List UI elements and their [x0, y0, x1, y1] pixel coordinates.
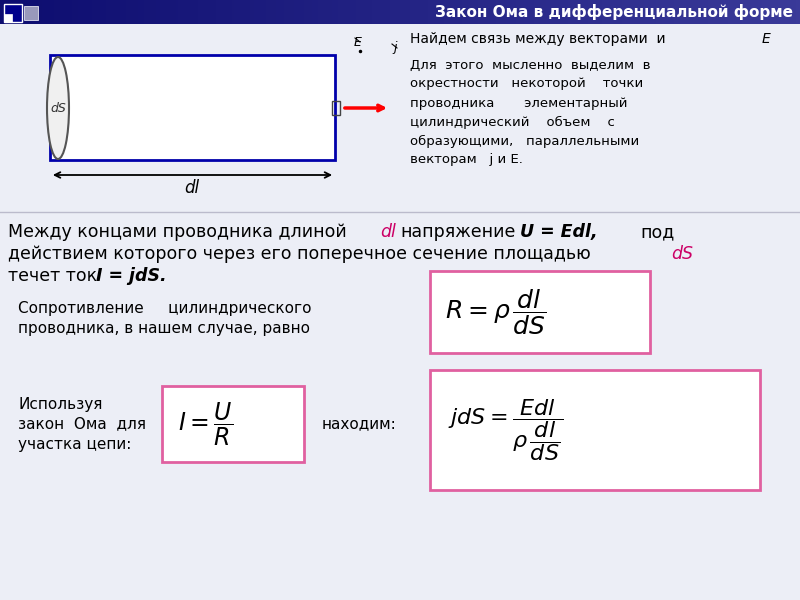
Bar — [4, 4, 22, 22]
Text: действием которого через его поперечное сечение площадью: действием которого через его поперечное … — [8, 245, 590, 263]
Text: Между концами проводника длиной: Между концами проводника длиной — [8, 223, 346, 241]
Text: E: E — [762, 32, 770, 46]
Bar — [50, 55, 335, 160]
Text: находим:: находим: — [322, 416, 397, 431]
Text: участка цепи:: участка цепи: — [18, 437, 131, 451]
Text: U = Edl,: U = Edl, — [520, 223, 598, 241]
Text: I = jdS.: I = jdS. — [96, 267, 166, 285]
Text: Для  этого  мысленно  выделим  в: Для этого мысленно выделим в — [410, 58, 650, 71]
Text: Сопротивление     цилиндрического: Сопротивление цилиндрического — [18, 301, 311, 316]
Text: dl: dl — [185, 179, 199, 197]
Text: закон  Ома  для: закон Ома для — [18, 416, 146, 431]
Text: цилиндрический    объем    с: цилиндрический объем с — [410, 115, 615, 128]
Bar — [430, 271, 650, 353]
Text: образующими,   параллельными: образующими, параллельными — [410, 134, 639, 148]
Bar — [50, 55, 335, 160]
Bar — [162, 386, 304, 462]
Text: dl: dl — [380, 223, 396, 241]
Text: проводника, в нашем случае, равно: проводника, в нашем случае, равно — [18, 320, 310, 335]
Bar — [430, 370, 760, 490]
Text: окрестности   некоторой    точки: окрестности некоторой точки — [410, 77, 643, 91]
Bar — [4, 14, 12, 22]
Text: dS: dS — [50, 101, 66, 115]
Text: $R = \rho\,\dfrac{dl}{dS}$: $R = \rho\,\dfrac{dl}{dS}$ — [445, 287, 546, 337]
Ellipse shape — [47, 57, 69, 159]
Text: под: под — [640, 223, 674, 241]
Text: течет ток: течет ток — [8, 267, 97, 285]
Text: проводника       элементарный: проводника элементарный — [410, 97, 627, 109]
Text: dS: dS — [671, 245, 693, 263]
Text: j: j — [394, 41, 397, 55]
Text: $I = \dfrac{U}{R}$: $I = \dfrac{U}{R}$ — [178, 400, 234, 448]
Text: $jdS = \dfrac{Edl}{\rho\,\dfrac{dl}{dS}}$: $jdS = \dfrac{Edl}{\rho\,\dfrac{dl}{dS}}… — [448, 397, 563, 463]
Text: Используя: Используя — [18, 397, 102, 412]
Bar — [24, 6, 38, 20]
Bar — [332, 101, 340, 115]
Text: Закон Ома в дифференциальной форме: Закон Ома в дифференциальной форме — [435, 4, 793, 20]
Text: Найдем связь между векторами  и: Найдем связь между векторами и — [410, 32, 666, 46]
Text: напряжение: напряжение — [400, 223, 515, 241]
Text: векторам   j и E.: векторам j и E. — [410, 154, 523, 166]
Text: E: E — [354, 35, 362, 49]
